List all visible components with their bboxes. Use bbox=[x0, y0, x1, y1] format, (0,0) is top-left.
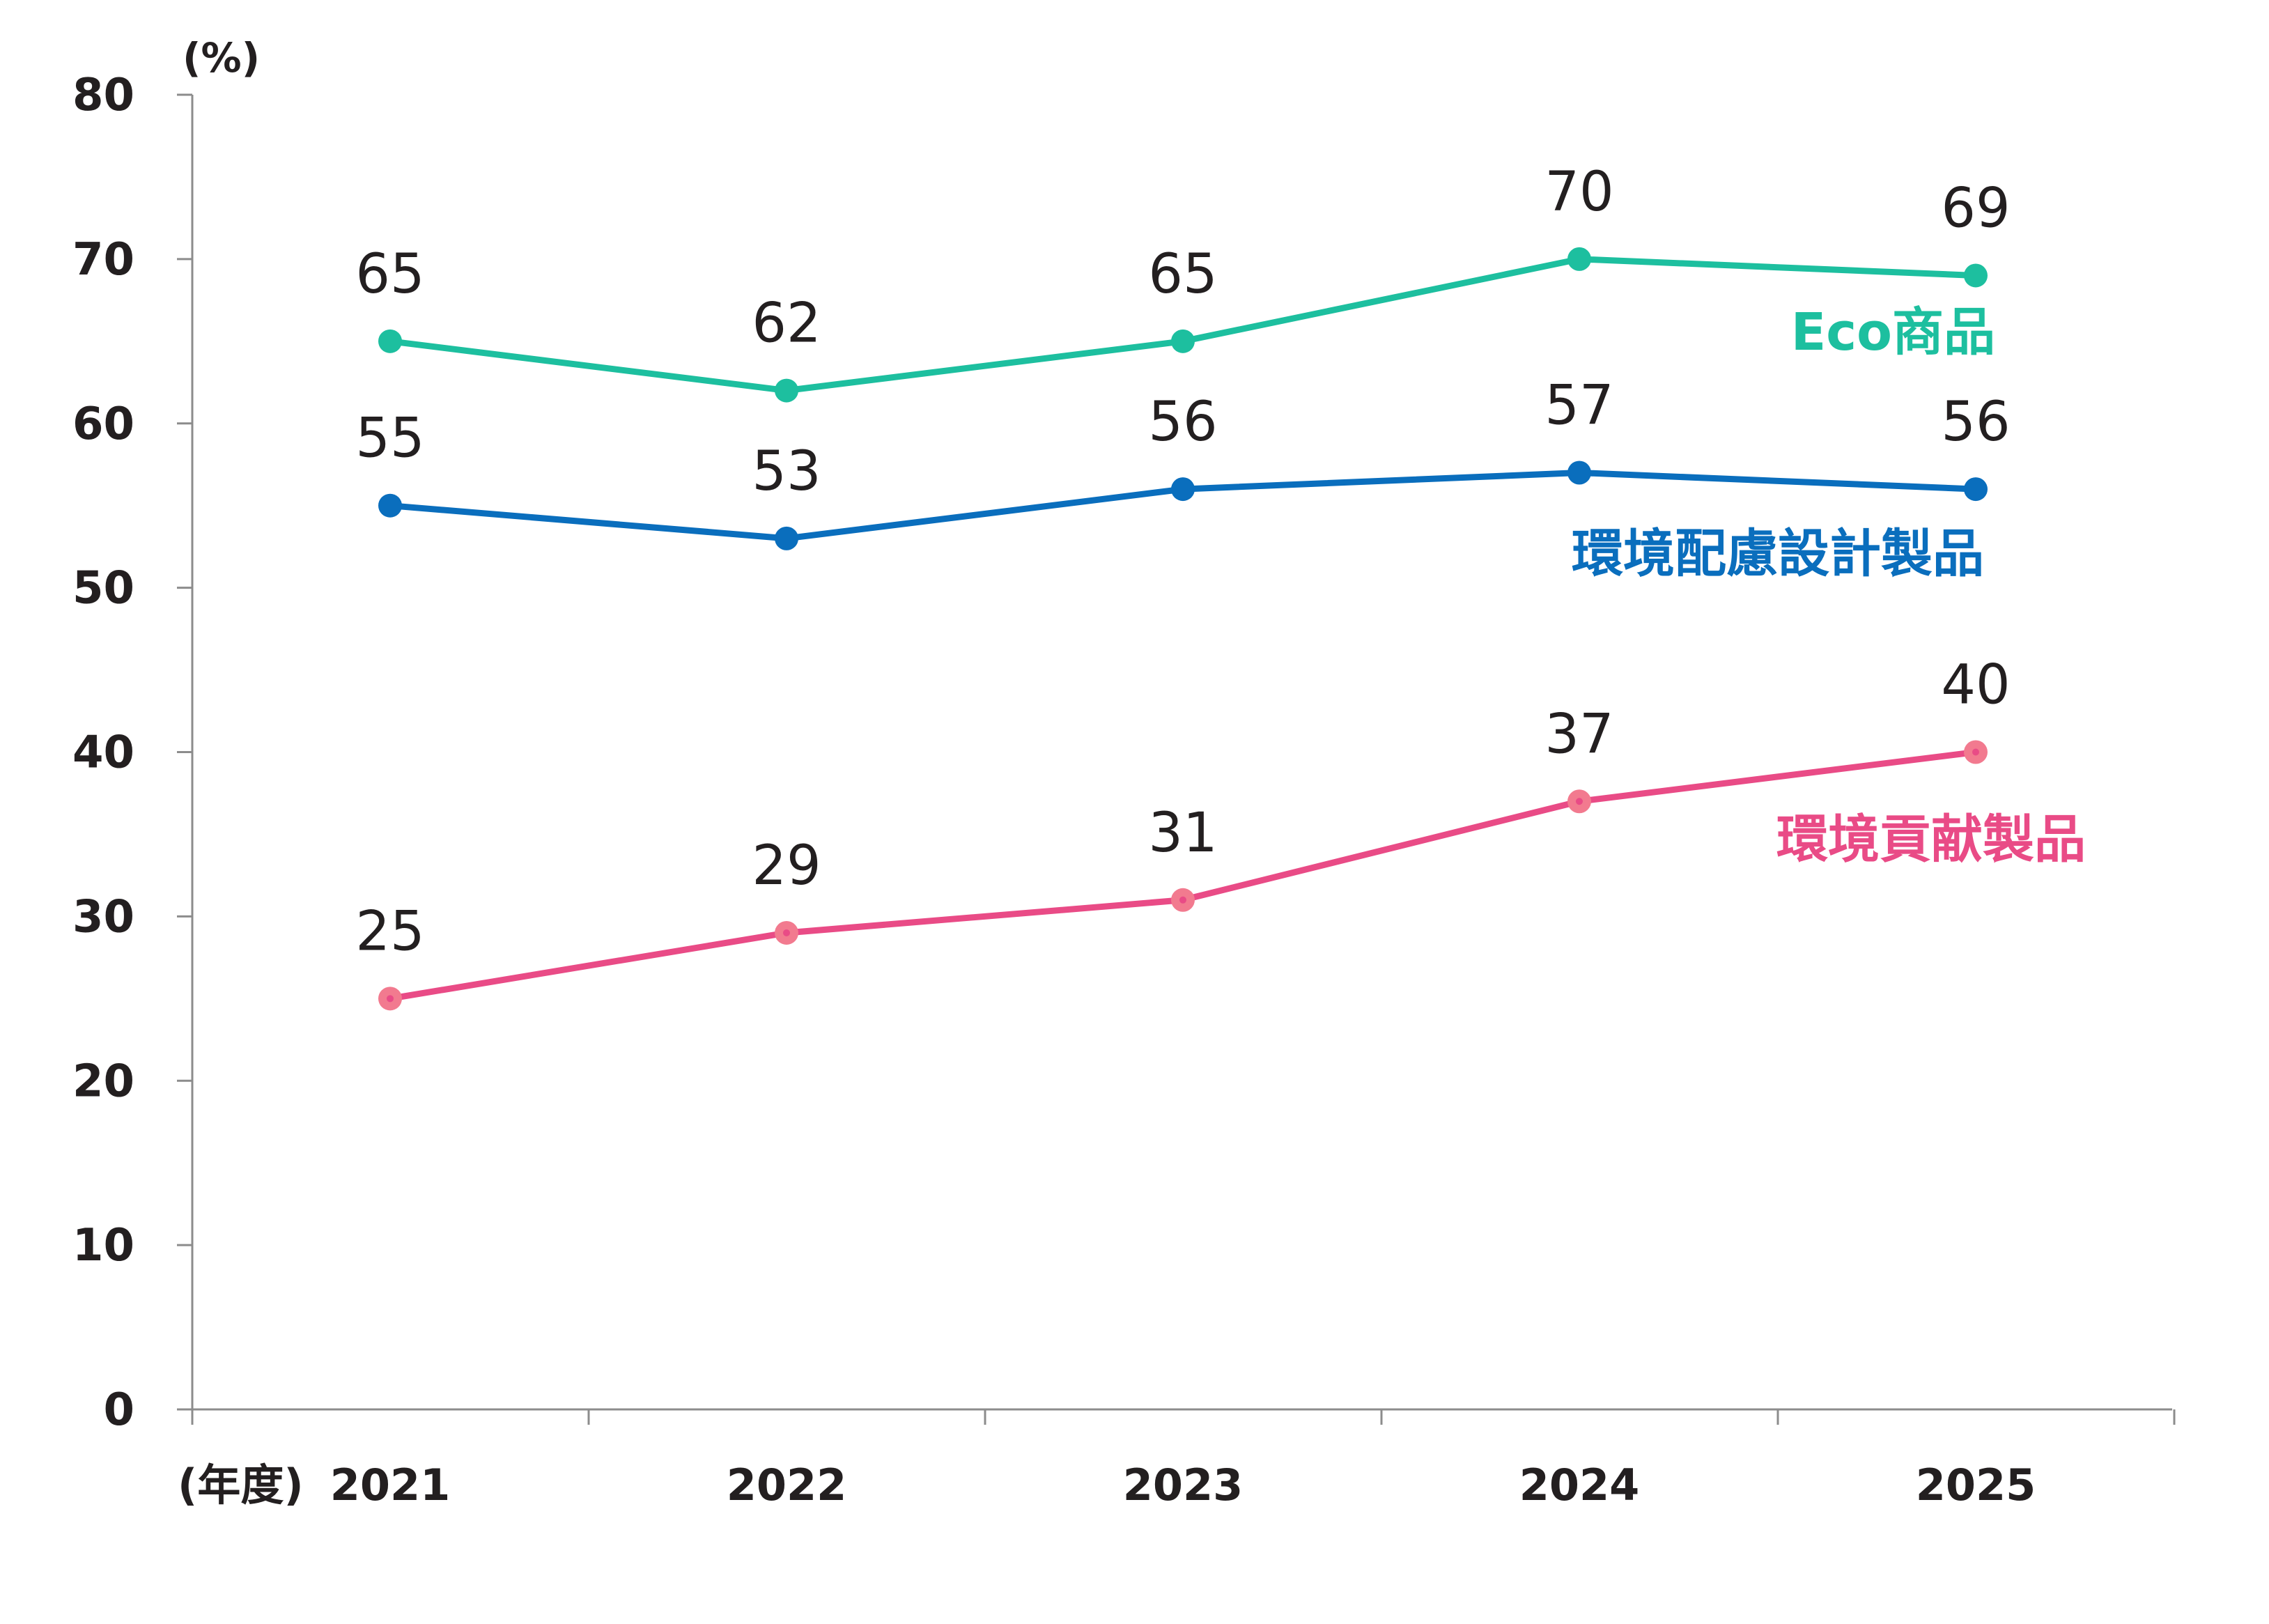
data-label-design: 56 bbox=[1148, 391, 1217, 454]
data-point-eco bbox=[1964, 263, 1988, 288]
data-label-design: 56 bbox=[1941, 391, 2010, 454]
y-tick-label: 60 bbox=[72, 399, 134, 450]
x-tick-label: 2021 bbox=[330, 1460, 451, 1510]
data-label-eco: 65 bbox=[1148, 243, 1217, 306]
data-label-eco: 62 bbox=[752, 293, 821, 355]
y-tick-label: 40 bbox=[72, 727, 134, 779]
x-tick-label: 2023 bbox=[1123, 1460, 1244, 1510]
series-line-contribution bbox=[387, 749, 1979, 1002]
data-point-center-contribution bbox=[387, 995, 394, 1003]
data-label-contribution: 40 bbox=[1941, 654, 2010, 717]
axes: 0 10 20 30 40 50 60 70 80 (%) 2021 2022 2023 2024 2025… bbox=[72, 34, 2176, 1510]
y-tick-label: 80 bbox=[72, 70, 134, 121]
x-tick-label: 2024 bbox=[1519, 1460, 1640, 1510]
y-tick-label: 20 bbox=[72, 1055, 134, 1107]
data-point-eco bbox=[1171, 329, 1195, 353]
data-label-contribution: 37 bbox=[1544, 703, 1613, 766]
data-label-eco: 65 bbox=[355, 243, 424, 306]
x-tick-label: 2022 bbox=[727, 1460, 847, 1510]
x-unit-label: (年度) bbox=[178, 1460, 304, 1510]
data-point-design bbox=[378, 493, 402, 518]
y-tick-label: 70 bbox=[72, 234, 134, 286]
y-tick-label: 0 bbox=[103, 1384, 134, 1436]
y-tick-label: 10 bbox=[72, 1220, 134, 1271]
series-label-contribution: 環境貢献製品 bbox=[1776, 810, 2086, 869]
x-tick-label: 2025 bbox=[1916, 1460, 2036, 1510]
data-label-contribution: 31 bbox=[1148, 802, 1217, 865]
data-point-eco bbox=[775, 378, 798, 403]
series-lines bbox=[387, 256, 1979, 1002]
data-point-center-contribution bbox=[783, 929, 790, 936]
series-label-design: 環境配慮設計製品 bbox=[1572, 524, 1984, 584]
data-label-design: 53 bbox=[752, 440, 821, 503]
data-point-design bbox=[1567, 461, 1591, 485]
y-unit-label: (%) bbox=[183, 34, 260, 82]
data-point-design bbox=[775, 526, 798, 550]
data-label-eco: 70 bbox=[1544, 161, 1613, 224]
data-point-center-contribution bbox=[1179, 896, 1186, 904]
data-point-center-contribution bbox=[1576, 798, 1583, 805]
y-tick-label: 50 bbox=[72, 563, 134, 614]
data-point-eco bbox=[1567, 247, 1591, 271]
data-label-design: 57 bbox=[1544, 375, 1613, 438]
data-label-design: 55 bbox=[355, 408, 424, 470]
series-markers bbox=[378, 247, 1988, 1011]
data-point-center-contribution bbox=[1972, 748, 1979, 756]
series-label-eco: Eco商品 bbox=[1791, 302, 1995, 362]
data-label-contribution: 25 bbox=[355, 900, 424, 963]
data-label-eco: 69 bbox=[1941, 177, 2010, 240]
data-labels: 65 62 65 70 69 55 53 56 57 56 25 29 31 37 40 bbox=[355, 161, 2010, 963]
y-tick-label: 30 bbox=[72, 891, 134, 943]
data-point-design bbox=[1964, 477, 1988, 502]
data-point-design bbox=[1171, 477, 1195, 502]
data-label-contribution: 29 bbox=[752, 835, 821, 897]
data-point-eco bbox=[378, 329, 402, 353]
